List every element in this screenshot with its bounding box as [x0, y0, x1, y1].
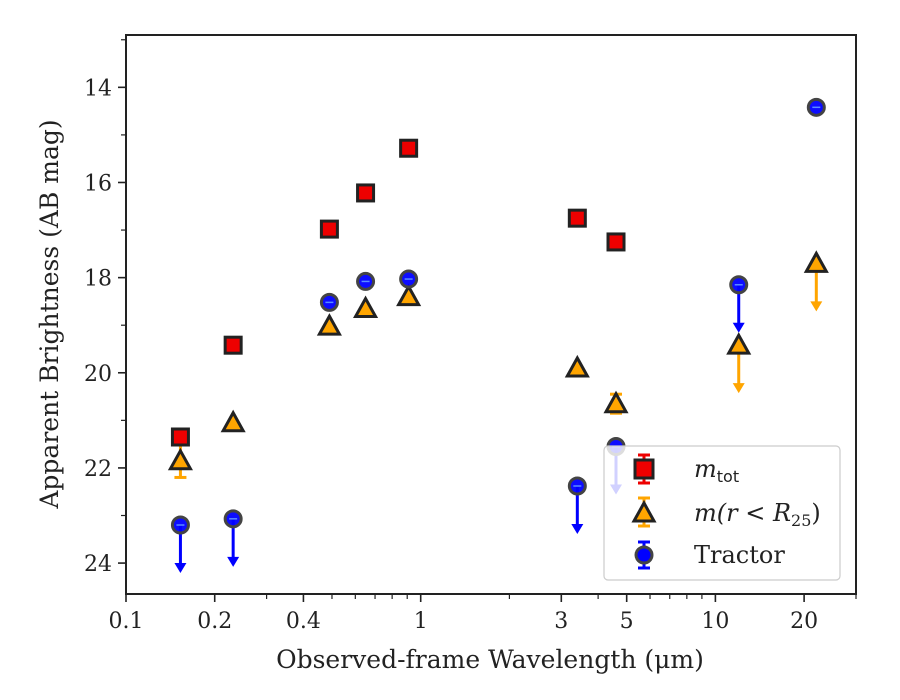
x-tick-label: 3 — [554, 609, 568, 634]
upper-limit-arrow-head — [732, 322, 745, 333]
legend-circle-marker — [634, 545, 654, 565]
legend-item-mtot: mtot — [633, 453, 739, 486]
mr25-triangle-marker — [396, 283, 422, 307]
mr25-triangle-marker — [564, 354, 590, 378]
x-tick-label: 0.2 — [197, 609, 232, 634]
upper-limit-arrow-head — [732, 383, 745, 394]
upper-limit-arrow-head — [174, 563, 187, 574]
mr25-triangle-marker — [316, 313, 342, 336]
upper-limit-arrow-head — [810, 301, 823, 312]
mr25-triangle-marker — [353, 295, 379, 319]
mtot-square-marker — [170, 427, 190, 447]
mr25-triangle-marker — [603, 390, 629, 414]
mtot-square-marker — [399, 138, 419, 158]
x-tick-label: 0.1 — [109, 609, 144, 634]
upper-limit-arrow-head — [571, 524, 584, 535]
mr25-triangle-marker — [220, 409, 246, 433]
y-axis-title: Apparent Brightness (AB mag) — [35, 119, 64, 509]
y-tick-label: 14 — [84, 76, 112, 101]
y-tick-label: 24 — [84, 552, 112, 577]
plot-area — [125, 34, 857, 595]
x-tick-label: 10 — [701, 609, 729, 634]
legend-item-mr25: m(r < R25) — [631, 496, 821, 530]
y-tick-label: 20 — [84, 362, 112, 387]
y-tick-label: 18 — [84, 267, 112, 292]
mtot-square-marker — [319, 219, 339, 239]
mtot-square-marker — [606, 232, 626, 252]
legend-square-marker — [633, 458, 655, 480]
legend-label-mr25: m(r < R25) — [694, 499, 821, 530]
legend-item-tractor: Tractor — [634, 540, 785, 570]
y-axis: 14 16 18 20 22 24 — [84, 39, 126, 577]
legend: mtot m(r < R25) Tractor — [603, 445, 841, 581]
y-tick-label: 22 — [84, 457, 112, 482]
legend-label-mtot: mtot — [694, 455, 739, 486]
upper-limit-arrow-head — [227, 556, 240, 567]
x-axis: 0.1 0.2 0.4 1 3 5 10 20 — [109, 594, 857, 634]
legend-box — [603, 445, 841, 581]
mtot-square-marker — [356, 183, 376, 203]
mr25-triangle-marker — [167, 447, 193, 471]
x-tick-label: 0.4 — [286, 609, 321, 634]
x-axis-title: Observed-frame Wavelength (μm) — [276, 645, 704, 674]
legend-triangle-marker — [631, 499, 657, 523]
mr25-triangle-marker — [803, 250, 829, 273]
x-tick-label: 20 — [790, 609, 818, 634]
x-tick-label: 1 — [414, 609, 428, 634]
mr25-triangle-marker — [726, 332, 752, 355]
x-tick-label: 5 — [620, 609, 634, 634]
mtot-square-marker — [567, 208, 587, 228]
y-tick-label: 16 — [84, 171, 112, 196]
mtot-square-marker — [223, 335, 243, 355]
axes-frame — [125, 34, 857, 595]
legend-label-tractor: Tractor — [694, 541, 785, 569]
